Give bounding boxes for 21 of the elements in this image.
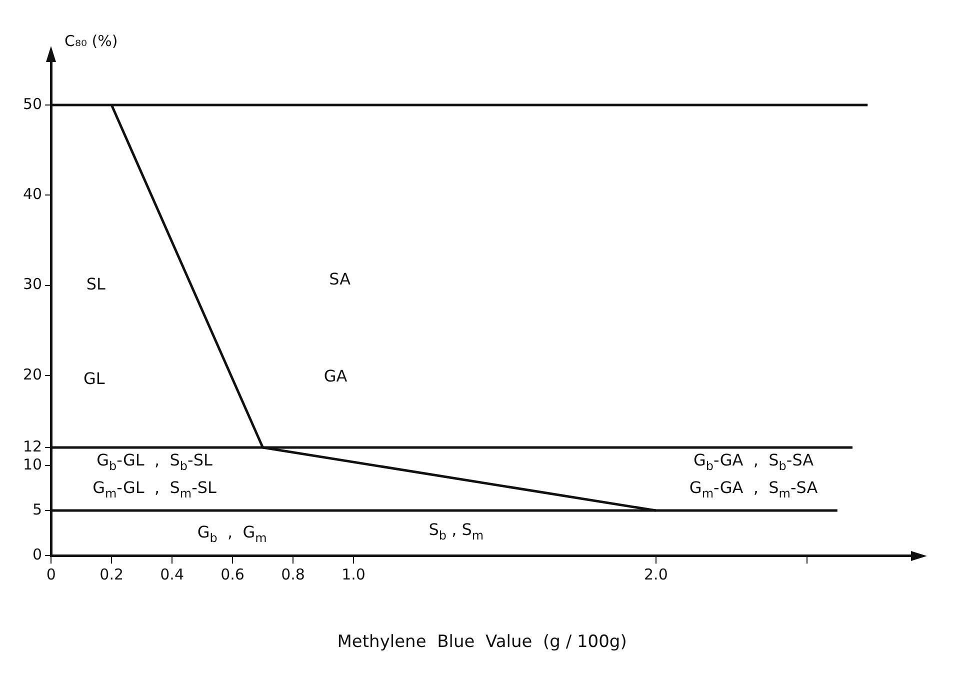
- y-tick-label: 0: [32, 545, 42, 564]
- y-tick-label: 5: [32, 500, 42, 518]
- y-tick-label: 20: [22, 365, 42, 384]
- y-tick-label: 10: [22, 455, 42, 474]
- y-tick-label: 50: [22, 94, 42, 113]
- x-tick-label: 0.4: [160, 565, 184, 584]
- x-tick-label: 0.2: [100, 565, 124, 584]
- x-tick-label: 0: [46, 565, 56, 584]
- annotation: SA: [329, 270, 351, 289]
- x-tick-label: 1.0: [342, 565, 366, 584]
- annotation: GA: [324, 366, 348, 386]
- y-tick-label: 12: [22, 437, 42, 456]
- y-tick-label: 40: [22, 185, 42, 204]
- x-tick-label: 0.8: [281, 565, 305, 584]
- annotation: GL: [84, 368, 105, 388]
- annotation: SL: [86, 274, 106, 294]
- y-tick-label: 30: [22, 275, 42, 294]
- y-axis-title: C₈₀ (%): [64, 32, 118, 50]
- x-axis-title: Methylene Blue Value (g / 100g): [337, 632, 627, 652]
- x-tick-label: 0.6: [220, 565, 244, 584]
- x-tick-label: 2.0: [644, 565, 668, 584]
